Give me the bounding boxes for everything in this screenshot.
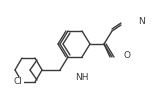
Text: N: N	[138, 17, 145, 27]
Text: Cl: Cl	[14, 78, 23, 87]
Text: NH: NH	[75, 74, 89, 82]
Text: O: O	[124, 51, 131, 59]
